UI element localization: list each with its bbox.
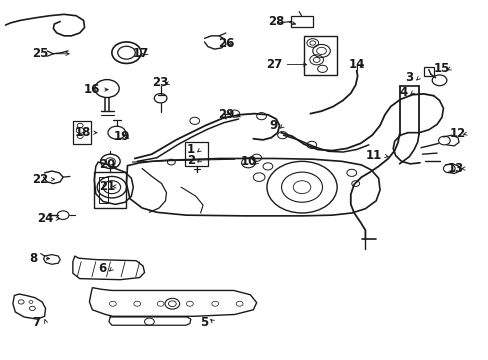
- Text: 12: 12: [449, 127, 465, 140]
- Text: 6: 6: [98, 262, 106, 275]
- Text: 19: 19: [113, 130, 129, 143]
- Bar: [99, 177, 108, 203]
- Text: 21: 21: [99, 180, 115, 193]
- Text: 29: 29: [217, 108, 234, 121]
- Text: 26: 26: [217, 36, 234, 50]
- Text: 22: 22: [33, 173, 49, 186]
- Text: 13: 13: [447, 162, 463, 175]
- Bar: [290, 16, 312, 27]
- Text: 25: 25: [32, 47, 49, 60]
- Text: 11: 11: [366, 149, 382, 162]
- Bar: [304, 36, 336, 75]
- Bar: [94, 172, 126, 208]
- Text: 23: 23: [152, 76, 168, 89]
- Bar: [73, 121, 91, 144]
- Text: 4: 4: [399, 86, 407, 99]
- Text: 14: 14: [348, 58, 364, 71]
- Text: 16: 16: [84, 83, 101, 96]
- Text: 5: 5: [200, 316, 208, 329]
- Text: 17: 17: [133, 47, 149, 60]
- Text: 10: 10: [240, 155, 256, 168]
- Text: 20: 20: [99, 158, 115, 171]
- Text: 18: 18: [74, 126, 91, 139]
- Bar: [184, 142, 208, 166]
- Text: 24: 24: [37, 212, 54, 225]
- Text: 9: 9: [269, 119, 277, 132]
- Text: 3: 3: [405, 71, 412, 84]
- Text: 27: 27: [266, 58, 282, 71]
- Text: 1: 1: [186, 143, 195, 156]
- Text: 2: 2: [186, 154, 195, 167]
- Text: 28: 28: [268, 15, 285, 28]
- Text: 7: 7: [32, 316, 41, 329]
- Text: 8: 8: [30, 252, 38, 265]
- Bar: [423, 67, 433, 76]
- Text: 15: 15: [432, 62, 449, 75]
